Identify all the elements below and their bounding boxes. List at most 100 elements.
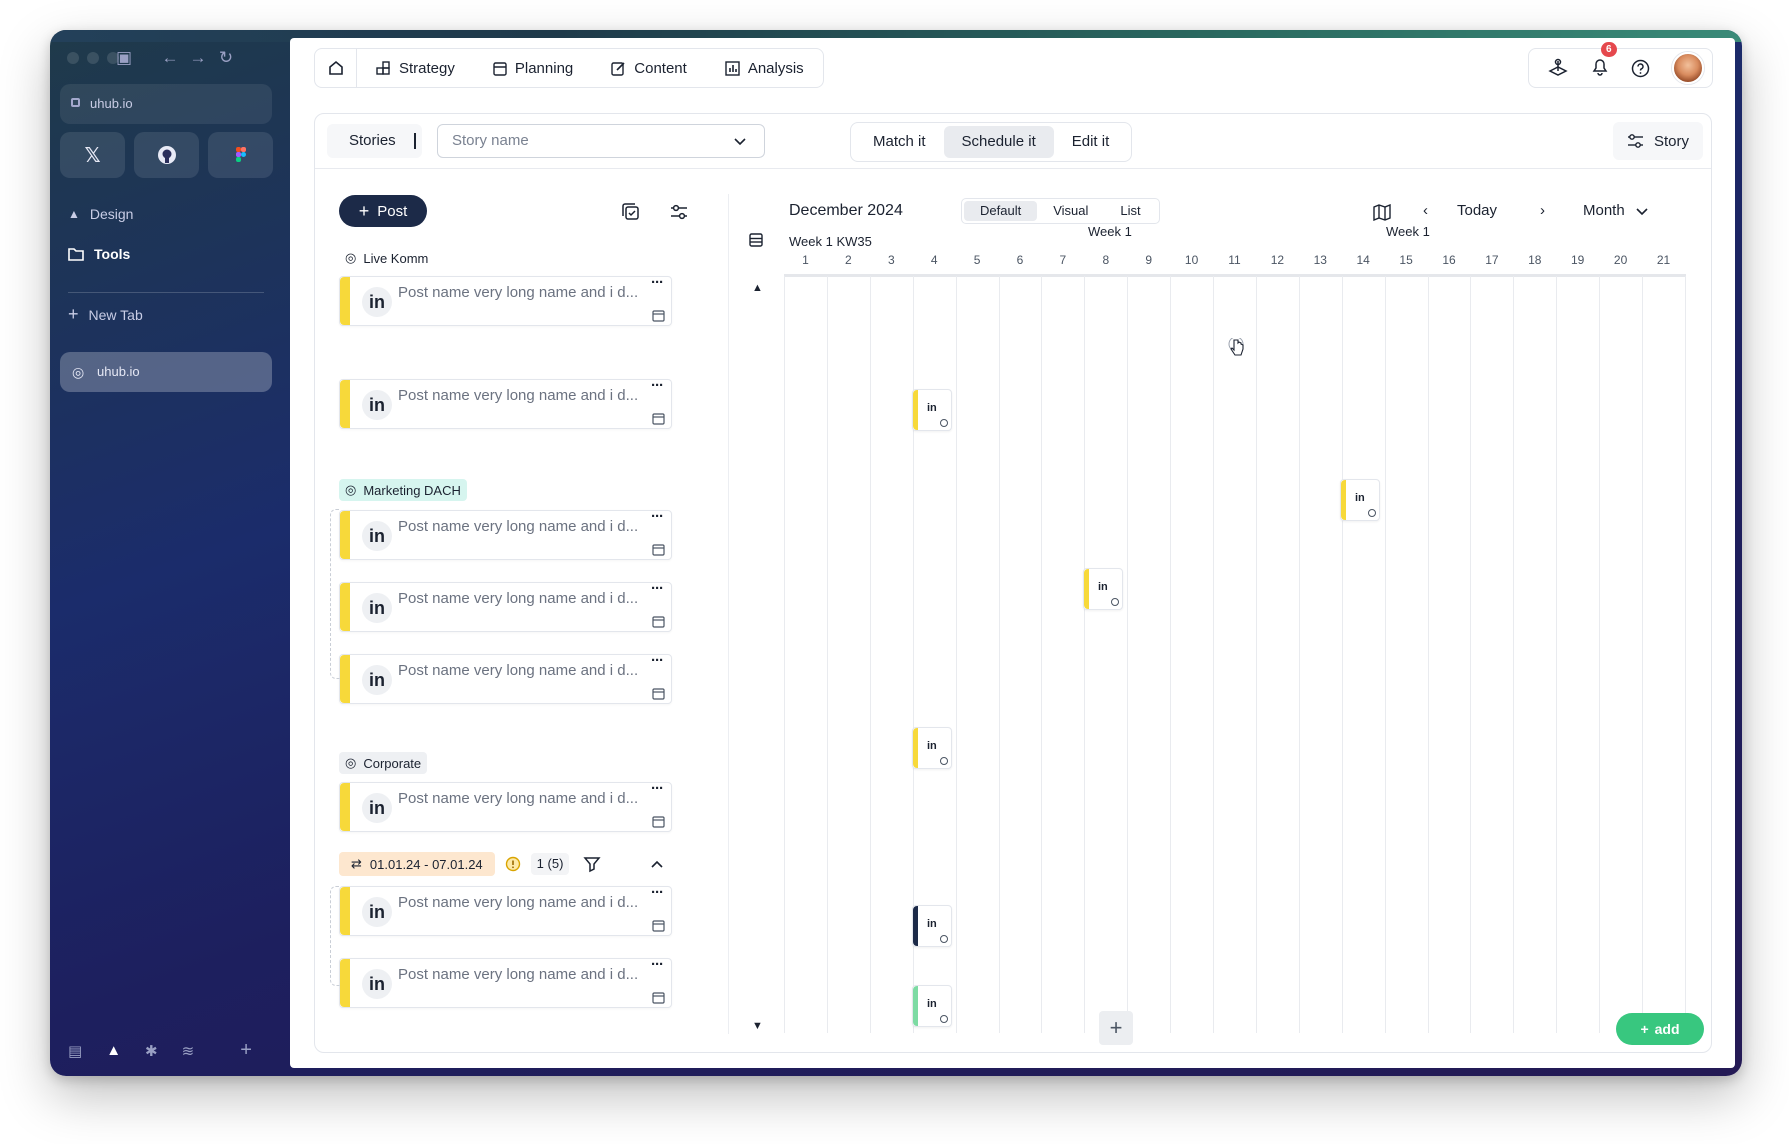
prev-period-button[interactable]: ‹	[1423, 202, 1428, 219]
add-post-button[interactable]: + Post	[339, 195, 427, 227]
view-default[interactable]: Default	[964, 201, 1038, 221]
scroll-up-icon[interactable]: ▲	[752, 282, 763, 294]
filter-icon[interactable]	[583, 855, 602, 873]
post-card[interactable]: in Post name very long name and i d... ···	[339, 652, 672, 704]
collapse-rows-icon[interactable]	[748, 232, 764, 248]
post-card[interactable]: in Post name very long name and i d... ···	[339, 884, 672, 936]
more-options-icon[interactable]: ···	[651, 377, 664, 394]
joystick-icon[interactable]	[1547, 58, 1569, 78]
schedule-calendar-icon[interactable]	[652, 991, 665, 1004]
post-card[interactable]: in Post name very long name and i d... ···	[339, 508, 672, 560]
sidebar-item-design[interactable]: ▲ Design	[68, 206, 133, 222]
back-arrow-icon[interactable]: ←	[161, 48, 179, 67]
day-number[interactable]: 6	[1016, 253, 1024, 267]
calendar-event[interactable]: in	[912, 727, 952, 769]
day-number[interactable]: 16	[1442, 253, 1456, 267]
next-period-button[interactable]: ›	[1540, 202, 1545, 219]
day-number[interactable]: 7	[1059, 253, 1067, 267]
story-settings-button[interactable]: Story	[1612, 122, 1703, 160]
view-list[interactable]: List	[1120, 203, 1141, 218]
day-number[interactable]: 10	[1184, 253, 1199, 267]
more-options-icon[interactable]: ···	[651, 274, 664, 291]
day-number[interactable]: 9	[1145, 253, 1153, 267]
mode-edit-it[interactable]: Edit it	[1071, 133, 1110, 150]
scroll-down-icon[interactable]: ▼	[752, 1020, 763, 1032]
archive-icon[interactable]: ▤	[68, 1042, 83, 1060]
day-number[interactable]: 2	[845, 253, 852, 267]
day-number[interactable]: 5	[973, 253, 981, 267]
tab-analysis[interactable]: Analysis	[706, 60, 823, 77]
more-options-icon[interactable]: ···	[651, 956, 664, 973]
post-card[interactable]: in Post name very long name and i d... ···	[339, 780, 672, 832]
forward-arrow-icon[interactable]: →	[189, 48, 207, 67]
group-label-corporate[interactable]: ◎ Corporate	[339, 752, 428, 774]
sidebar-toggle-icon[interactable]: ▣	[115, 48, 133, 67]
user-avatar[interactable]	[1672, 52, 1704, 84]
day-number[interactable]: 1	[802, 253, 809, 267]
day-number[interactable]: 17	[1485, 253, 1499, 267]
window-controls[interactable]	[67, 52, 119, 64]
group-label-marketing-dach[interactable]: ◎ Marketing DACH	[339, 479, 467, 501]
github-icon[interactable]	[134, 132, 199, 178]
day-number[interactable]: 13	[1313, 253, 1327, 267]
day-number[interactable]: 8	[1102, 253, 1110, 267]
schedule-calendar-icon[interactable]	[652, 543, 665, 556]
day-number[interactable]: 11	[1228, 253, 1241, 267]
map-icon[interactable]	[1373, 204, 1391, 221]
sidebar-item-tools[interactable]: Tools	[68, 246, 130, 262]
calendar-event[interactable]: in	[1083, 568, 1123, 610]
more-options-icon[interactable]: ···	[651, 884, 664, 901]
more-options-icon[interactable]: ···	[651, 652, 664, 669]
schedule-calendar-icon[interactable]	[652, 309, 665, 322]
tab-planning[interactable]: Planning	[474, 60, 592, 77]
view-visual[interactable]: Visual	[1053, 203, 1089, 218]
notifications-button[interactable]: 6	[1591, 41, 1617, 81]
x-logo-icon[interactable]: 𝕏	[60, 132, 125, 178]
day-number[interactable]: 19	[1571, 253, 1585, 267]
space-star-icon[interactable]: ✱	[145, 1042, 158, 1060]
tab-content[interactable]: Content	[592, 60, 706, 77]
design-space-icon[interactable]: ▲	[106, 1042, 122, 1059]
schedule-calendar-icon[interactable]	[652, 919, 665, 932]
day-number[interactable]: 20	[1613, 253, 1628, 267]
filter-settings-icon[interactable]	[668, 201, 690, 223]
mode-match-it[interactable]: Match it	[873, 133, 926, 150]
help-icon[interactable]	[1631, 59, 1650, 78]
post-card[interactable]: in Post name very long name and i d... ···	[339, 377, 672, 429]
mode-schedule-it[interactable]: Schedule it	[943, 126, 1054, 158]
day-number[interactable]: 18	[1528, 253, 1542, 267]
tab-strategy[interactable]: Strategy	[357, 60, 474, 77]
day-number[interactable]: 3	[887, 253, 895, 267]
today-button[interactable]: Today	[1457, 202, 1497, 219]
day-number[interactable]: 15	[1399, 253, 1413, 267]
chevron-up-icon[interactable]	[649, 856, 665, 872]
browser-tab-uhub[interactable]: ◎ uhub.io	[60, 352, 272, 392]
new-tab-button[interactable]: + New Tab	[68, 304, 143, 325]
schedule-calendar-icon[interactable]	[652, 687, 665, 700]
calendar-event[interactable]: in	[912, 905, 952, 947]
calendar-event[interactable]: in	[912, 389, 952, 431]
day-number[interactable]: 14	[1356, 253, 1370, 267]
calendar-event[interactable]: in	[1340, 479, 1380, 521]
schedule-calendar-icon[interactable]	[652, 815, 665, 828]
schedule-calendar-icon[interactable]	[652, 412, 665, 425]
day-number[interactable]: 21	[1656, 253, 1671, 267]
post-card[interactable]: in Post name very long name and i d... ···	[339, 956, 672, 1008]
day-number[interactable]: 12	[1270, 253, 1285, 267]
add-space-icon[interactable]: +	[240, 1039, 252, 1061]
stories-tab[interactable]: Stories	[327, 124, 422, 158]
select-all-icon[interactable]	[620, 201, 642, 223]
figma-icon[interactable]	[208, 132, 273, 178]
more-options-icon[interactable]: ···	[651, 780, 664, 797]
layers-icon[interactable]: ≋	[181, 1042, 195, 1060]
add-event-cell-button[interactable]: +	[1099, 1011, 1133, 1045]
schedule-calendar-icon[interactable]	[652, 615, 665, 628]
calendar-event[interactable]: in	[912, 985, 952, 1027]
more-options-icon[interactable]: ···	[651, 508, 664, 525]
date-range-chip[interactable]: ⇄ 01.01.24 - 07.01.24	[339, 852, 495, 876]
reload-icon[interactable]: ↻	[218, 48, 234, 67]
period-select[interactable]: Month	[1583, 202, 1649, 219]
more-options-icon[interactable]: ···	[651, 580, 664, 597]
group-label-live-komm[interactable]: ◎ Live Komm	[339, 247, 434, 269]
day-number[interactable]: 4	[930, 253, 938, 267]
